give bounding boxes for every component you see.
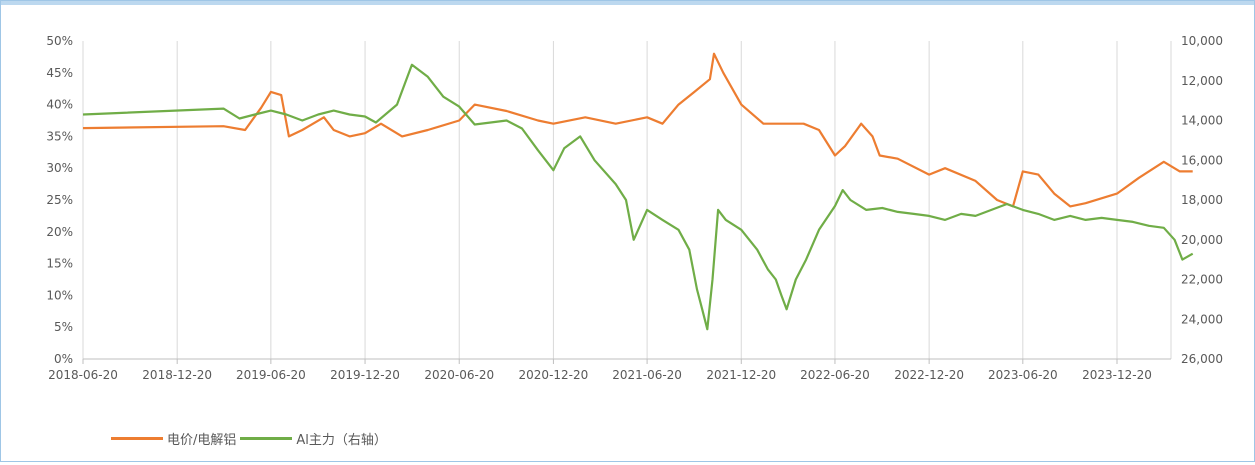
y-left-tick-label: 5% [54, 320, 73, 334]
legend-item-series-2: Al主力（右轴） [240, 429, 387, 448]
x-tick-label: 2018-12-20 [142, 368, 212, 382]
x-axis: 2018-06-20 2018-12-20 2019-06-20 2019-12-20… [48, 358, 1171, 382]
x-tick-label: 2020-12-20 [519, 368, 589, 382]
series-lines [82, 52, 1194, 331]
x-tick-label: 2021-06-20 [612, 368, 682, 382]
series-line-price-ratio [82, 52, 1193, 208]
legend-swatch-orange [111, 437, 163, 440]
y-right-tick-label: 26,000 [1181, 352, 1223, 366]
y-left-tick-label: 50% [46, 34, 73, 48]
legend-label: Al主力（右轴） [296, 433, 387, 448]
y-right-tick-label: 14,000 [1181, 114, 1223, 128]
x-tick-label: 2023-06-20 [988, 368, 1058, 382]
y-left-tick-label: 15% [46, 257, 73, 271]
y-right-tick-label: 10,000 [1181, 34, 1223, 48]
y-left-tick-label: 40% [46, 98, 73, 112]
left-axis: 0% 5% 10% 15% 20% 25% 30% 35% 40% 45% 50% [46, 34, 73, 366]
x-tick-label: 2019-06-20 [236, 368, 306, 382]
right-axis: 10,000 12,000 14,000 16,000 18,000 20,000 22,0… [1181, 34, 1223, 366]
y-right-tick-label: 24,000 [1181, 312, 1223, 326]
legend-item-series-1: 电价/电解铝 [111, 429, 236, 448]
x-tick-label: 2020-06-20 [424, 368, 494, 382]
y-left-tick-label: 30% [46, 161, 73, 175]
y-left-tick-label: 25% [46, 193, 73, 207]
x-tick-label: 2023-12-20 [1082, 368, 1152, 382]
y-left-tick-label: 0% [54, 352, 73, 366]
y-left-tick-label: 45% [46, 66, 73, 80]
legend-swatch-green [240, 437, 293, 440]
x-tick-label: 2018-06-20 [48, 368, 118, 382]
y-right-tick-label: 22,000 [1181, 273, 1223, 287]
series-line-al-main [82, 63, 1194, 331]
y-left-tick-label: 20% [46, 225, 73, 239]
legend: 电价/电解铝 Al主力（右轴） [111, 429, 391, 448]
x-tick-label: 2021-12-20 [706, 368, 776, 382]
y-left-tick-label: 10% [46, 288, 73, 302]
legend-label: 电价/电解铝 [167, 433, 237, 448]
top-border [1, 1, 1254, 5]
y-right-tick-label: 16,000 [1181, 153, 1223, 167]
y-left-tick-label: 35% [46, 129, 73, 143]
y-right-tick-label: 20,000 [1181, 233, 1223, 247]
y-right-tick-label: 12,000 [1181, 74, 1223, 88]
x-tick-label: 2019-12-20 [330, 368, 400, 382]
x-tick-label: 2022-12-20 [894, 368, 964, 382]
y-right-tick-label: 18,000 [1181, 193, 1223, 207]
x-tick-label: 2022-06-20 [800, 368, 870, 382]
